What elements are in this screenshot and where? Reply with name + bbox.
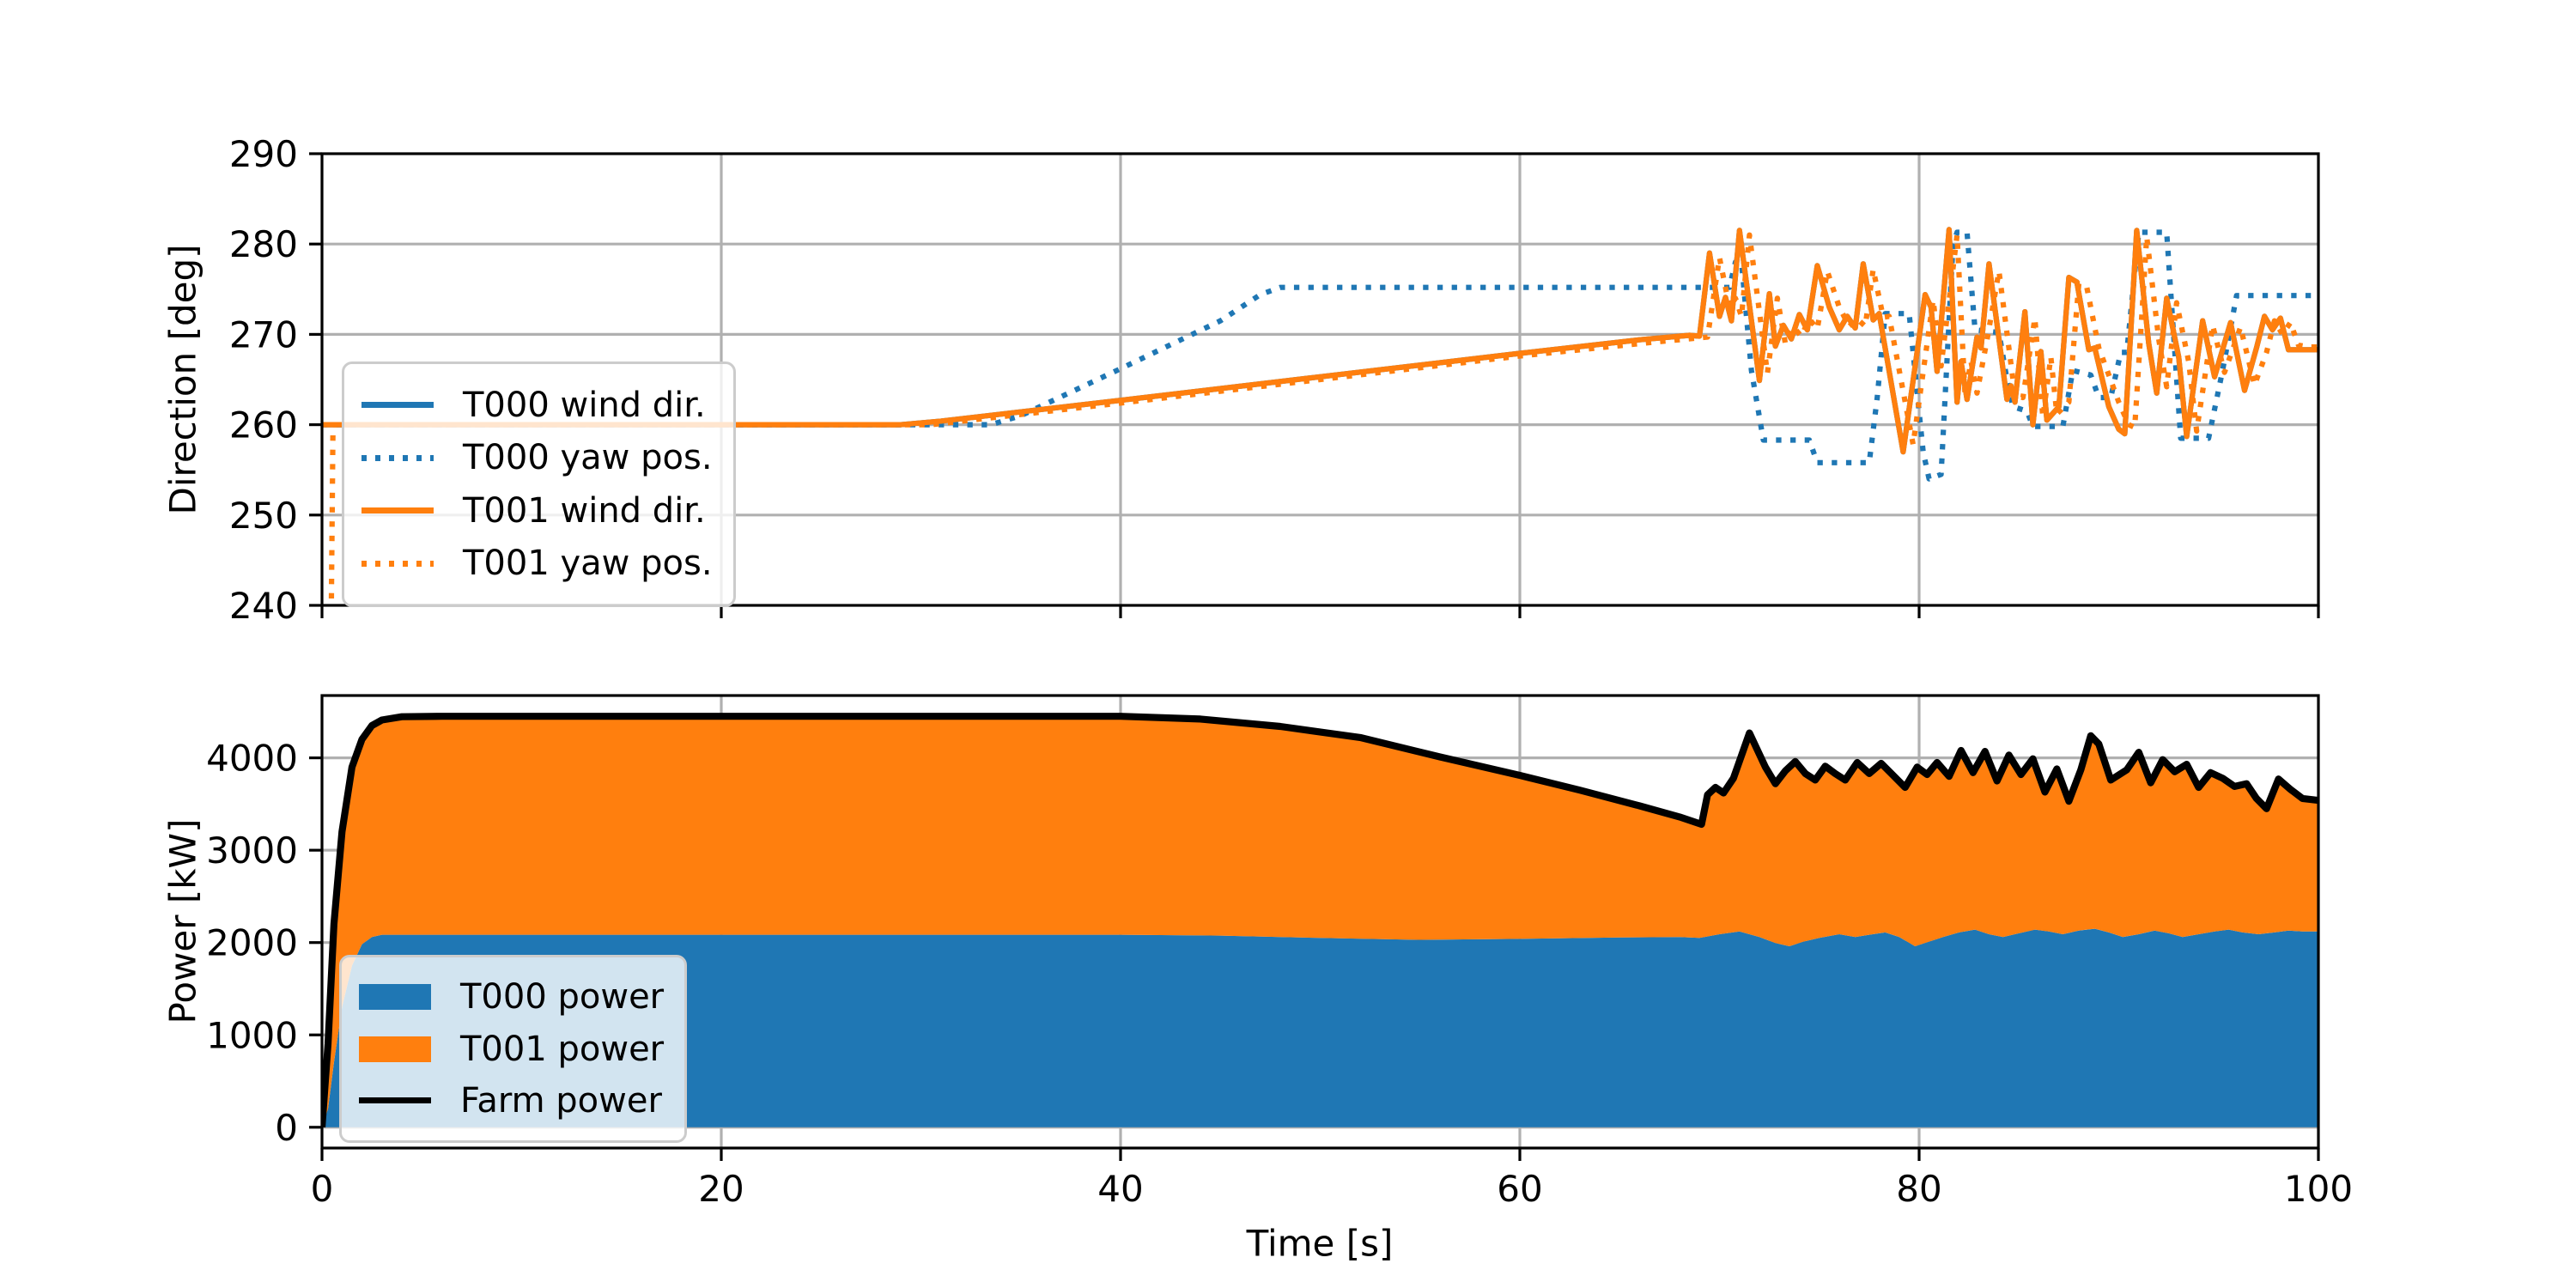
axes-frame (320, 694, 2320, 1150)
x-tick-label: 60 (1497, 1168, 1542, 1210)
y-tick-label: 240 (229, 585, 298, 627)
ticks (309, 152, 2320, 618)
y-tick-label: 260 (229, 404, 298, 447)
legend-item: T000 yaw pos. (361, 440, 725, 475)
y-tick-label: 1000 (206, 1014, 298, 1056)
y-axis-label-power: Power [kW] (161, 818, 204, 1024)
legend-swatch-color (359, 984, 431, 1011)
x-tick-label: 40 (1097, 1168, 1143, 1210)
tick-labels: 240 250 260 270 280 290 (229, 133, 298, 627)
y-tick-label: 2000 (206, 922, 298, 964)
legend-item: T001 yaw pos. (361, 546, 725, 580)
t001-power-area (322, 716, 2318, 1127)
legend-item: T001 power (359, 1032, 676, 1066)
series-group (322, 713, 2318, 1128)
legend-line-sample (359, 1097, 431, 1104)
y-tick-label: 3000 (206, 829, 298, 872)
x-tick-label: 0 (311, 1168, 334, 1210)
x-tick-label: 100 (2284, 1168, 2353, 1210)
legend-item-label: T001 wind dir. (463, 490, 706, 531)
series-group (322, 227, 2318, 605)
legend-item-label: T000 wind dir. (463, 385, 706, 425)
legend-power: T000 power T001 power Farm power (339, 955, 687, 1143)
x-axis-label-time: Time [s] (1246, 1222, 1394, 1265)
legend-dotted-line-sample (361, 454, 434, 461)
x-tick-label: 80 (1896, 1168, 1941, 1210)
x-tick-label: 20 (698, 1168, 744, 1210)
y-tick-label: 4000 (206, 738, 298, 780)
legend-line-sample (361, 402, 434, 409)
y-tick-label: 290 (229, 133, 298, 175)
t000-power-area (322, 928, 2318, 1127)
legend-line-sample (361, 507, 434, 514)
legend-item: T000 wind dir. (361, 388, 725, 422)
y-tick-label: 250 (229, 495, 298, 537)
ticks (309, 756, 2320, 1161)
legend-item-label: T000 yaw pos. (463, 438, 713, 478)
legend-item-label: Farm power (460, 1080, 662, 1121)
y-tick-label: 270 (229, 313, 298, 355)
legend-item: T000 power (359, 980, 676, 1014)
legend-dotted-line-sample (361, 560, 434, 567)
legend-item-label: T001 yaw pos. (463, 544, 713, 584)
t001-yaw-pos--line (328, 232, 2318, 605)
y-tick-label: 280 (229, 223, 298, 265)
y-axis-label-direction: Direction [deg] (161, 244, 204, 515)
t000-yaw-pos--line (322, 229, 2318, 482)
axes-frame (320, 152, 2320, 607)
legend-item: Farm power (359, 1084, 676, 1118)
y-tick-label: 0 (275, 1107, 298, 1149)
legend-item: T001 wind dir. (361, 494, 725, 528)
legend-item-label: T001 power (460, 1029, 665, 1069)
farm-power-line (322, 713, 2318, 1128)
legend-swatch-color (359, 1036, 431, 1062)
legend-direction: T000 wind dir. T000 yaw pos. T001 wind dir… (342, 361, 736, 607)
legend-item-label: T000 power (460, 977, 665, 1018)
